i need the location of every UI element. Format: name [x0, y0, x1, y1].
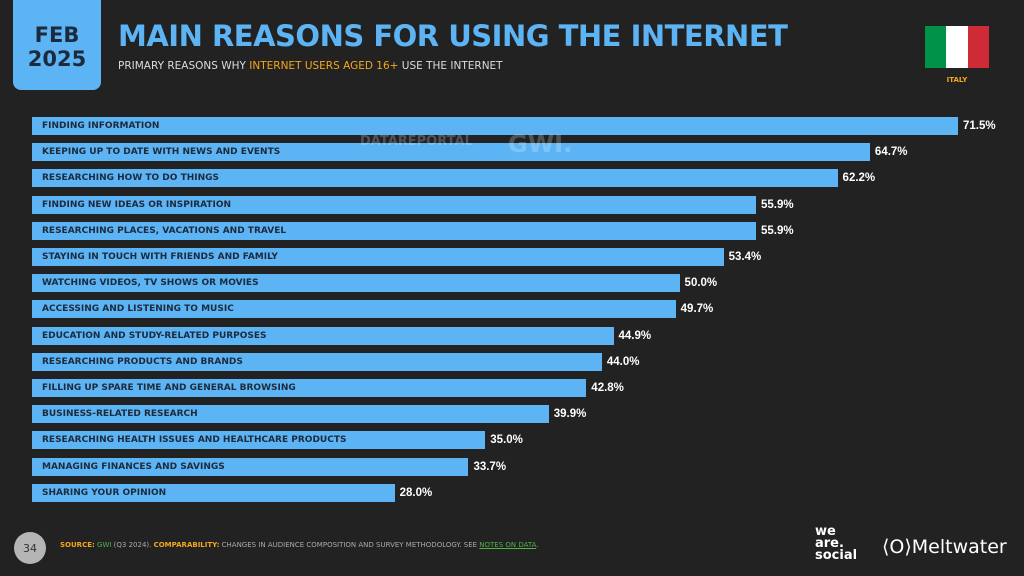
bar-label: FINDING INFORMATION: [42, 121, 160, 131]
bar: [32, 195, 756, 214]
page-title: MAIN REASONS FOR USING THE INTERNET: [118, 19, 788, 53]
bar-label: FILLING UP SPARE TIME AND GENERAL BROWSI…: [42, 383, 296, 393]
bar: [32, 169, 838, 188]
country-label: ITALY: [946, 76, 968, 84]
subtitle-text-end: USE THE INTERNET: [398, 60, 503, 72]
source-footer: SOURCE: GWI (Q3 2024). COMPARABILITY: CH…: [60, 541, 539, 549]
source-link[interactable]: GWI: [97, 541, 112, 549]
bar: [32, 274, 680, 293]
bar: [32, 379, 587, 397]
value-label: 28.0%: [399, 486, 433, 499]
page-subtitle: PRIMARY REASONS WHY INTERNET USERS AGED …: [118, 60, 503, 72]
footer-end: .: [536, 541, 539, 549]
value-label: 64.7%: [874, 146, 908, 159]
bar: [32, 221, 756, 240]
bar-label: KEEPING UP TO DATE WITH NEWS AND EVENTS: [42, 147, 281, 158]
value-label: 33.7%: [473, 460, 507, 473]
bar-label: EDUCATION AND STUDY-RELATED PURPOSES: [42, 330, 267, 341]
value-label: 44.9%: [618, 329, 652, 342]
bar: [32, 117, 958, 135]
subtitle-highlight: INTERNET USERS AGED 16+: [249, 60, 399, 72]
bar-label: MANAGING FINANCES AND SAVINGS: [42, 461, 225, 472]
bar-label: WATCHING VIDEOS, TV SHOWS OR MOVIES: [42, 278, 259, 289]
bar-label: RESEARCHING HEALTH ISSUES AND HEALTHCARE…: [42, 435, 347, 446]
bar-label: FINDING NEW IDEAS OR INSPIRATION: [42, 199, 232, 210]
value-label: 39.9%: [553, 408, 587, 421]
value-label: 50.0%: [684, 277, 718, 290]
page-number: 34: [14, 532, 46, 564]
gwi-watermark: GWI.: [508, 130, 573, 158]
date-badge: FEB 2025: [13, 0, 101, 90]
value-label: 71.5%: [963, 120, 996, 132]
value-label: 49.7%: [680, 303, 714, 316]
value-label: 62.2%: [842, 172, 876, 185]
bar: [32, 405, 549, 424]
value-label: 44.0%: [606, 355, 640, 368]
date-month: FEB: [34, 23, 80, 47]
bar-label: SHARING YOUR OPINION: [42, 487, 167, 498]
source-detail: (Q3 2024).: [111, 541, 154, 549]
subtitle-text: PRIMARY REASONS WHY: [118, 60, 250, 72]
bar: [32, 431, 486, 450]
italy-flag-icon: [925, 26, 989, 68]
date-year: 2025: [27, 47, 87, 71]
bar-label: BUSINESS-RELATED RESEARCH: [42, 409, 198, 420]
bar-label: STAYING IN TOUCH WITH FRIENDS AND FAMILY: [42, 252, 278, 262]
value-label: 55.9%: [760, 224, 794, 237]
value-label: 55.9%: [760, 198, 794, 211]
value-label: 35.0%: [490, 434, 523, 447]
datareportal-watermark: DATAREPORTAL: [360, 134, 473, 149]
comparability-label: COMPARABILITY:: [153, 541, 220, 549]
bar: [32, 483, 395, 502]
meltwater-logo: ⟨O⟩Meltwater: [882, 536, 1007, 558]
bar: [32, 457, 469, 476]
value-label: 53.4%: [728, 251, 762, 263]
bar: [32, 326, 614, 345]
value-label: 42.8%: [591, 382, 624, 394]
bar-label: RESEARCHING PLACES, VACATIONS AND TRAVEL: [42, 225, 287, 236]
bar: [32, 143, 870, 162]
bar: [32, 300, 676, 319]
notes-on-data-link[interactable]: NOTES ON DATA: [479, 541, 537, 549]
comparability-text: CHANGES IN AUDIENCE COMPOSITION AND SURV…: [219, 541, 480, 549]
bar-label: ACCESSING AND LISTENING TO MUSIC: [42, 304, 234, 315]
meltwater-text: Meltwater: [911, 536, 1007, 558]
bar: [32, 248, 724, 266]
bar-label: RESEARCHING HOW TO DO THINGS: [42, 173, 219, 184]
source-label: SOURCE:: [60, 541, 95, 549]
we-are-social-logo: we are. social: [815, 524, 858, 563]
bar: [32, 352, 602, 371]
bar-label: RESEARCHING PRODUCTS AND BRANDS: [42, 356, 243, 367]
